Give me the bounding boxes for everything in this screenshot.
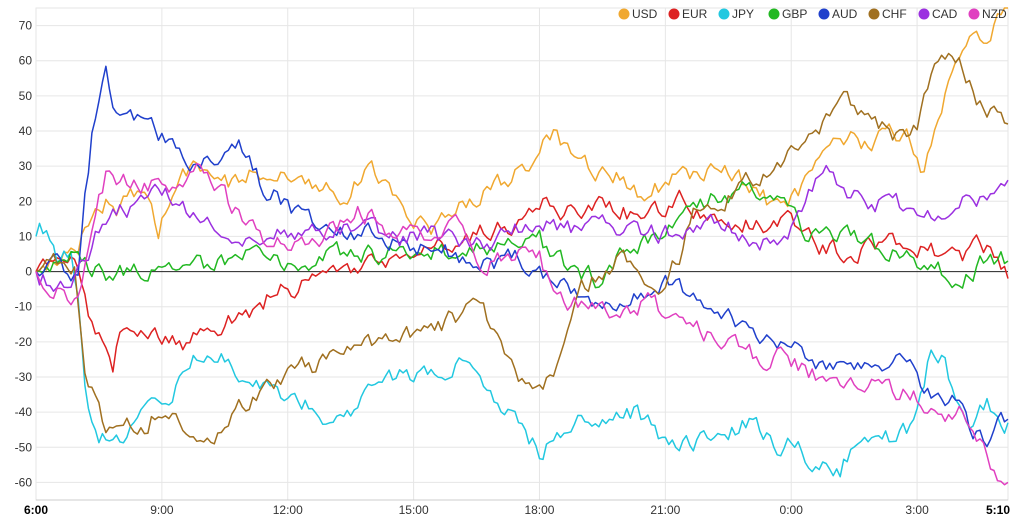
x-tick-label: 5:10: [986, 503, 1010, 517]
series-line-aud[interactable]: [35, 65, 1009, 448]
legend-item-jpy[interactable]: JPY: [718, 7, 755, 21]
legend[interactable]: USD EUR JPY GBP AUD CHF CAD NZD: [618, 7, 1007, 21]
legend-item-chf[interactable]: CHF: [868, 7, 907, 21]
legend-swatch: [618, 8, 630, 20]
y-tick-label: -30: [15, 370, 33, 384]
legend-label: CAD: [932, 7, 958, 21]
y-tick-label: 40: [19, 124, 33, 138]
legend-swatch: [768, 8, 780, 20]
legend-item-cad[interactable]: CAD: [918, 7, 958, 21]
y-tick-label: 50: [19, 89, 33, 103]
legend-label: GBP: [782, 7, 807, 21]
x-tick-label: 12:00: [273, 503, 303, 517]
x-tick-label: 6:00: [24, 503, 48, 517]
y-tick-label: 70: [19, 19, 33, 33]
y-tick-label: -40: [15, 405, 33, 419]
x-tick-label: 3:00: [905, 503, 929, 517]
y-tick-label: -20: [15, 335, 33, 349]
series-line-jpy[interactable]: [35, 222, 1009, 478]
axes: 70 60 50 40 30 20 10 0 -10 -20 -30 -40 -50 -60 6:00 9:0…: [15, 19, 1011, 517]
series-line-cad[interactable]: [35, 164, 1009, 292]
y-tick-label: -10: [15, 300, 33, 314]
plot-area-frame: [35, 7, 1009, 501]
legend-item-gbp[interactable]: GBP: [768, 7, 808, 21]
x-tick-label: 9:00: [150, 503, 174, 517]
series-lines: [35, 7, 1009, 486]
legend-label: NZD: [982, 7, 1007, 21]
legend-label: AUD: [832, 7, 858, 21]
legend-swatch: [968, 8, 980, 20]
series-line-chf[interactable]: [35, 52, 1009, 445]
y-tick-label: 10: [19, 229, 33, 243]
y-tick-label: 0: [25, 265, 32, 279]
y-tick-label: -60: [15, 475, 33, 489]
series-line-eur[interactable]: [35, 189, 1009, 373]
y-tick-label: 20: [19, 194, 33, 208]
legend-swatch: [918, 8, 930, 20]
y-tick-label: 30: [19, 159, 33, 173]
series-line-nzd[interactable]: [35, 162, 1009, 486]
legend-item-nzd[interactable]: NZD: [968, 7, 1007, 21]
legend-label: JPY: [732, 7, 754, 21]
grid: [35, 7, 1009, 501]
legend-label: USD: [632, 7, 658, 21]
legend-swatch: [818, 8, 830, 20]
legend-item-usd[interactable]: USD: [618, 7, 658, 21]
y-tick-label: -50: [15, 440, 33, 454]
x-tick-label: 21:00: [650, 503, 680, 517]
legend-swatch: [868, 8, 880, 20]
legend-label: EUR: [682, 7, 708, 21]
legend-swatch: [668, 8, 680, 20]
x-tick-label: 0:00: [780, 503, 804, 517]
y-tick-label: 60: [19, 54, 33, 68]
legend-swatch: [718, 8, 730, 20]
legend-label: CHF: [882, 7, 907, 21]
x-tick-label: 15:00: [399, 503, 429, 517]
legend-item-aud[interactable]: AUD: [818, 7, 858, 21]
x-tick-label: 18:00: [524, 503, 554, 517]
legend-item-eur[interactable]: EUR: [668, 7, 708, 21]
